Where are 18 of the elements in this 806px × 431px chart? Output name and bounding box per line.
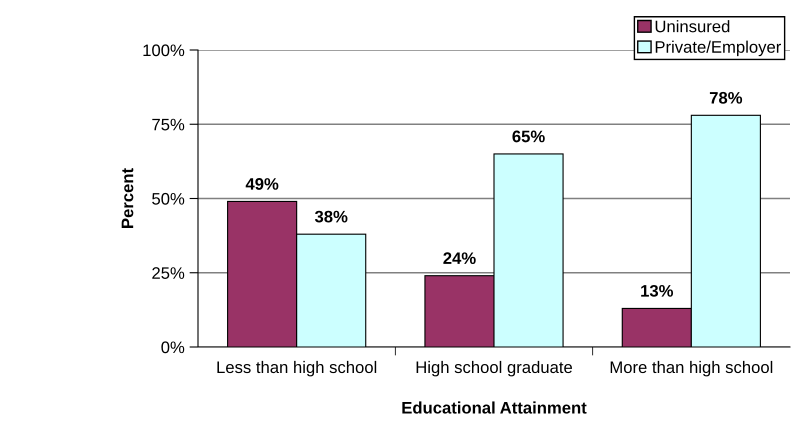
x-tick-label: High school graduate bbox=[416, 360, 572, 376]
y-tick-label: 25% bbox=[152, 267, 184, 279]
data-label: 49% bbox=[246, 178, 278, 190]
x-tick-label: Less than high school bbox=[217, 360, 376, 376]
data-label: 38% bbox=[314, 210, 348, 223]
y-axis-title: Percent bbox=[122, 168, 134, 228]
legend-label: Private/Employer bbox=[656, 40, 782, 56]
x-tick-label: More than high school bbox=[610, 360, 772, 376]
legend-label: Uninsured bbox=[656, 20, 730, 32]
data-label: 13% bbox=[641, 284, 674, 297]
data-label: 65% bbox=[512, 130, 545, 142]
data-label: 24% bbox=[443, 252, 476, 264]
y-tick-label: 100% bbox=[143, 44, 184, 56]
y-tick-label: 0% bbox=[161, 341, 184, 354]
x-axis-title: Educational Attainment bbox=[402, 401, 587, 414]
data-label: 78% bbox=[710, 92, 742, 104]
y-tick-label: 50% bbox=[152, 192, 184, 205]
y-tick-label: 75% bbox=[152, 118, 184, 130]
